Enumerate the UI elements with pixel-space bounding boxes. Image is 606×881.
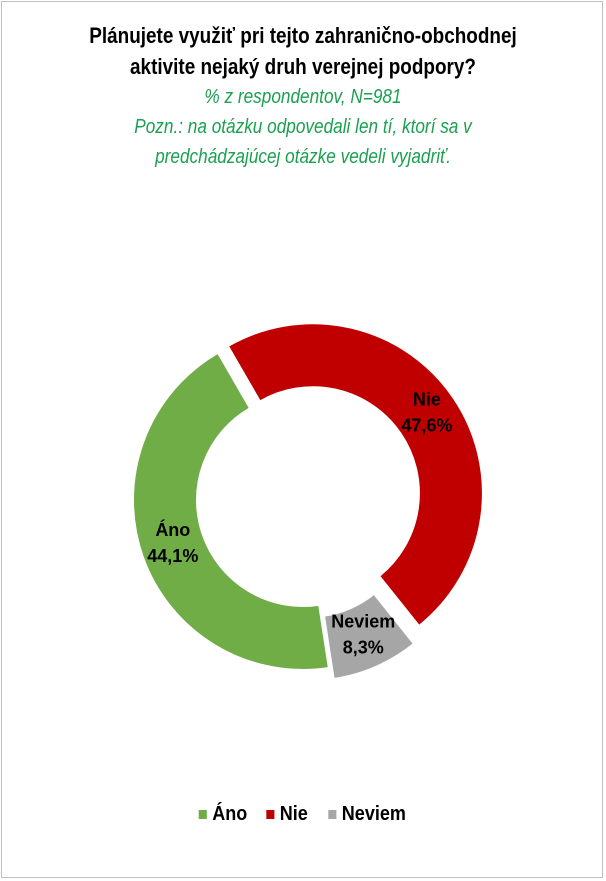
chart-title-line-2: aktivite nejaký druh verejnej podpory?: [130, 54, 476, 79]
legend-label-nie: Nie: [279, 803, 308, 825]
legend-label-ano: Áno: [212, 803, 248, 825]
data-value-nie: 47,6%: [401, 415, 452, 435]
legend-item-neviem: Neviem: [328, 803, 406, 826]
legend-item-ano: Áno: [198, 803, 248, 826]
legend-item-nie: Nie: [266, 803, 308, 826]
chart-note-line-1: Pozn.: na otázku odpovedali len tí, ktor…: [134, 116, 472, 138]
chart-note-line-2: predchádzajúcej otázke vedeli vyjadriť.: [155, 146, 451, 168]
data-label-ano: Áno: [155, 519, 190, 540]
data-label-nie: Nie: [413, 389, 441, 409]
chart-subtitle: % z respondentov, N=981: [204, 86, 402, 108]
data-value-neviem: 8,3%: [343, 637, 384, 657]
legend-label-neviem: Neviem: [341, 803, 406, 825]
chart-title-line-1: Plánujete využiť pri tejto zahranično-ob…: [89, 23, 517, 48]
data-value-ano: 44,1%: [147, 546, 198, 566]
legend-swatch-neviem: [328, 810, 337, 819]
chart-header: Plánujete využiť pri tejto zahranično-ob…: [0, 20, 606, 172]
slice-neviem: [322, 592, 416, 681]
slice-nie: [226, 322, 484, 628]
data-label-neviem: Neviem: [331, 611, 395, 631]
slice-ano: [132, 351, 331, 671]
legend-swatch-ano: [198, 810, 207, 819]
chart-legend: Áno Nie Neviem: [0, 803, 606, 826]
legend-swatch-nie: [266, 810, 275, 819]
